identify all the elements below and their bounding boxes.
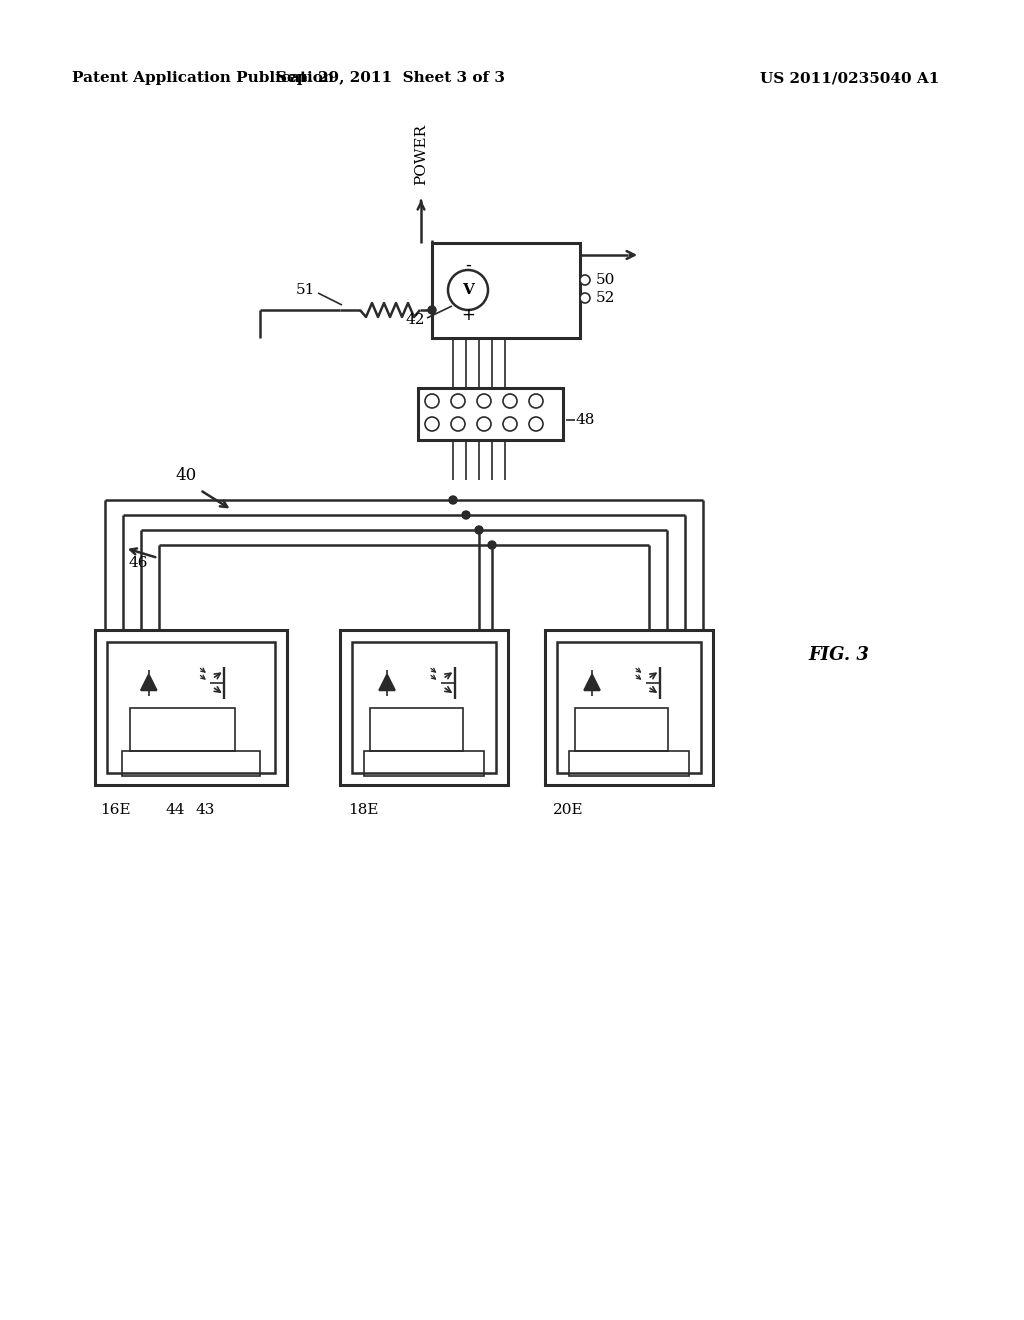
Text: 43: 43 — [195, 803, 214, 817]
Circle shape — [475, 525, 483, 535]
Text: 48: 48 — [575, 413, 594, 426]
Bar — [130, 708, 236, 751]
Circle shape — [428, 306, 436, 314]
Text: 44: 44 — [165, 803, 184, 817]
Bar — [575, 708, 668, 751]
Circle shape — [488, 541, 496, 549]
Circle shape — [449, 271, 488, 310]
Circle shape — [477, 393, 490, 408]
Bar — [557, 642, 701, 774]
Text: FIG. 3: FIG. 3 — [808, 645, 869, 664]
Text: 20E: 20E — [553, 803, 584, 817]
Text: Sep. 29, 2011  Sheet 3 of 3: Sep. 29, 2011 Sheet 3 of 3 — [275, 71, 505, 84]
Circle shape — [580, 275, 590, 285]
Polygon shape — [140, 675, 157, 690]
Polygon shape — [584, 675, 600, 690]
Bar — [352, 642, 496, 774]
Bar — [364, 751, 484, 776]
Text: -: - — [465, 256, 471, 275]
Text: 46: 46 — [128, 556, 148, 570]
Bar — [106, 642, 275, 774]
Text: POWER: POWER — [414, 124, 428, 185]
Text: V: V — [462, 282, 474, 297]
Circle shape — [503, 393, 517, 408]
Circle shape — [529, 393, 543, 408]
Text: 40: 40 — [175, 466, 197, 483]
Circle shape — [425, 417, 439, 432]
Circle shape — [425, 393, 439, 408]
Text: 18E: 18E — [348, 803, 379, 817]
Text: 51: 51 — [296, 282, 315, 297]
Bar — [568, 751, 689, 776]
Text: 50: 50 — [596, 273, 615, 286]
Circle shape — [462, 511, 470, 519]
Bar — [432, 243, 580, 338]
Text: 52: 52 — [596, 290, 615, 305]
Circle shape — [449, 496, 457, 504]
Circle shape — [451, 417, 465, 432]
Text: Patent Application Publication: Patent Application Publication — [72, 71, 334, 84]
Bar — [95, 630, 287, 785]
Text: +: + — [461, 306, 475, 323]
Bar — [371, 708, 463, 751]
Text: 16E: 16E — [100, 803, 131, 817]
Circle shape — [451, 393, 465, 408]
Bar — [340, 630, 508, 785]
Bar — [545, 630, 713, 785]
Bar — [418, 388, 563, 440]
Circle shape — [477, 417, 490, 432]
Bar — [122, 751, 260, 776]
Polygon shape — [379, 675, 395, 690]
Circle shape — [580, 293, 590, 304]
Circle shape — [529, 417, 543, 432]
Text: 42: 42 — [406, 313, 425, 327]
Text: US 2011/0235040 A1: US 2011/0235040 A1 — [760, 71, 939, 84]
Circle shape — [503, 417, 517, 432]
